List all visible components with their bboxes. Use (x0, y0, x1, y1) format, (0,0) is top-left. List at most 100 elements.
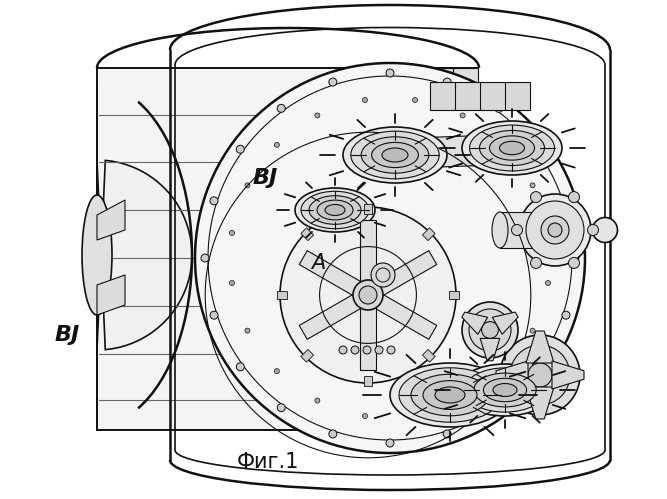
Ellipse shape (462, 302, 518, 358)
Circle shape (443, 78, 451, 86)
Ellipse shape (500, 141, 524, 155)
Polygon shape (492, 312, 518, 334)
Circle shape (274, 369, 279, 374)
Polygon shape (496, 361, 528, 389)
Ellipse shape (435, 387, 465, 403)
Circle shape (562, 197, 570, 205)
Circle shape (460, 113, 465, 118)
Circle shape (536, 363, 544, 371)
Ellipse shape (462, 121, 562, 175)
Circle shape (277, 404, 285, 412)
Polygon shape (299, 288, 372, 339)
Circle shape (387, 346, 395, 354)
Circle shape (371, 263, 395, 287)
Circle shape (210, 311, 218, 319)
Ellipse shape (82, 195, 112, 315)
Ellipse shape (510, 345, 570, 405)
Text: A: A (311, 253, 325, 273)
Circle shape (339, 346, 347, 354)
Polygon shape (422, 228, 435, 241)
Polygon shape (364, 250, 437, 302)
Circle shape (501, 142, 506, 147)
Polygon shape (364, 376, 372, 386)
Ellipse shape (372, 142, 418, 168)
Ellipse shape (351, 131, 439, 179)
Circle shape (530, 257, 542, 268)
Polygon shape (301, 349, 313, 362)
Circle shape (530, 183, 535, 188)
Circle shape (229, 231, 235, 236)
Circle shape (245, 328, 250, 333)
Ellipse shape (411, 374, 489, 416)
Circle shape (546, 231, 550, 236)
Text: Фиг.1: Фиг.1 (237, 452, 299, 472)
Polygon shape (277, 291, 287, 299)
Circle shape (229, 280, 235, 285)
Polygon shape (97, 200, 125, 240)
Ellipse shape (548, 223, 562, 237)
Circle shape (536, 145, 544, 153)
Ellipse shape (482, 321, 498, 338)
Circle shape (546, 280, 550, 285)
Ellipse shape (474, 373, 536, 407)
Circle shape (530, 328, 535, 333)
Circle shape (245, 183, 250, 188)
Polygon shape (552, 361, 584, 389)
Polygon shape (299, 250, 372, 302)
Polygon shape (422, 349, 435, 362)
Circle shape (571, 254, 579, 262)
Polygon shape (360, 295, 376, 370)
Ellipse shape (309, 196, 361, 224)
Ellipse shape (500, 335, 580, 415)
Polygon shape (97, 275, 125, 315)
Ellipse shape (541, 216, 569, 244)
Polygon shape (355, 133, 552, 170)
Circle shape (460, 398, 465, 403)
Polygon shape (430, 82, 530, 110)
Circle shape (362, 97, 368, 102)
Ellipse shape (492, 212, 508, 248)
Text: BJ: BJ (252, 168, 277, 188)
Circle shape (201, 254, 209, 262)
Ellipse shape (490, 136, 534, 160)
Polygon shape (97, 160, 192, 350)
Ellipse shape (470, 125, 554, 171)
Polygon shape (360, 220, 376, 295)
Ellipse shape (480, 130, 544, 166)
Ellipse shape (469, 309, 511, 351)
Ellipse shape (301, 191, 369, 229)
Circle shape (530, 192, 542, 203)
Polygon shape (462, 312, 488, 334)
Circle shape (329, 430, 337, 438)
Ellipse shape (353, 280, 383, 310)
Circle shape (315, 398, 320, 403)
Circle shape (386, 69, 394, 77)
Ellipse shape (528, 363, 552, 387)
Ellipse shape (382, 148, 408, 162)
Ellipse shape (484, 378, 527, 402)
Circle shape (568, 192, 580, 203)
Ellipse shape (317, 200, 353, 220)
Circle shape (210, 197, 218, 205)
Circle shape (412, 414, 418, 419)
Ellipse shape (280, 207, 456, 383)
Ellipse shape (399, 368, 501, 422)
Circle shape (363, 346, 371, 354)
Polygon shape (430, 68, 478, 92)
Circle shape (362, 414, 368, 419)
Polygon shape (480, 338, 500, 361)
Circle shape (412, 97, 418, 102)
Polygon shape (364, 204, 372, 214)
Polygon shape (500, 212, 550, 248)
Ellipse shape (519, 194, 591, 266)
Circle shape (512, 225, 522, 236)
Circle shape (274, 142, 279, 147)
Circle shape (443, 430, 451, 438)
Ellipse shape (526, 201, 584, 259)
Ellipse shape (362, 137, 429, 173)
Circle shape (562, 311, 570, 319)
Circle shape (495, 104, 503, 112)
Ellipse shape (592, 218, 618, 243)
Polygon shape (526, 387, 554, 419)
Ellipse shape (295, 188, 375, 232)
